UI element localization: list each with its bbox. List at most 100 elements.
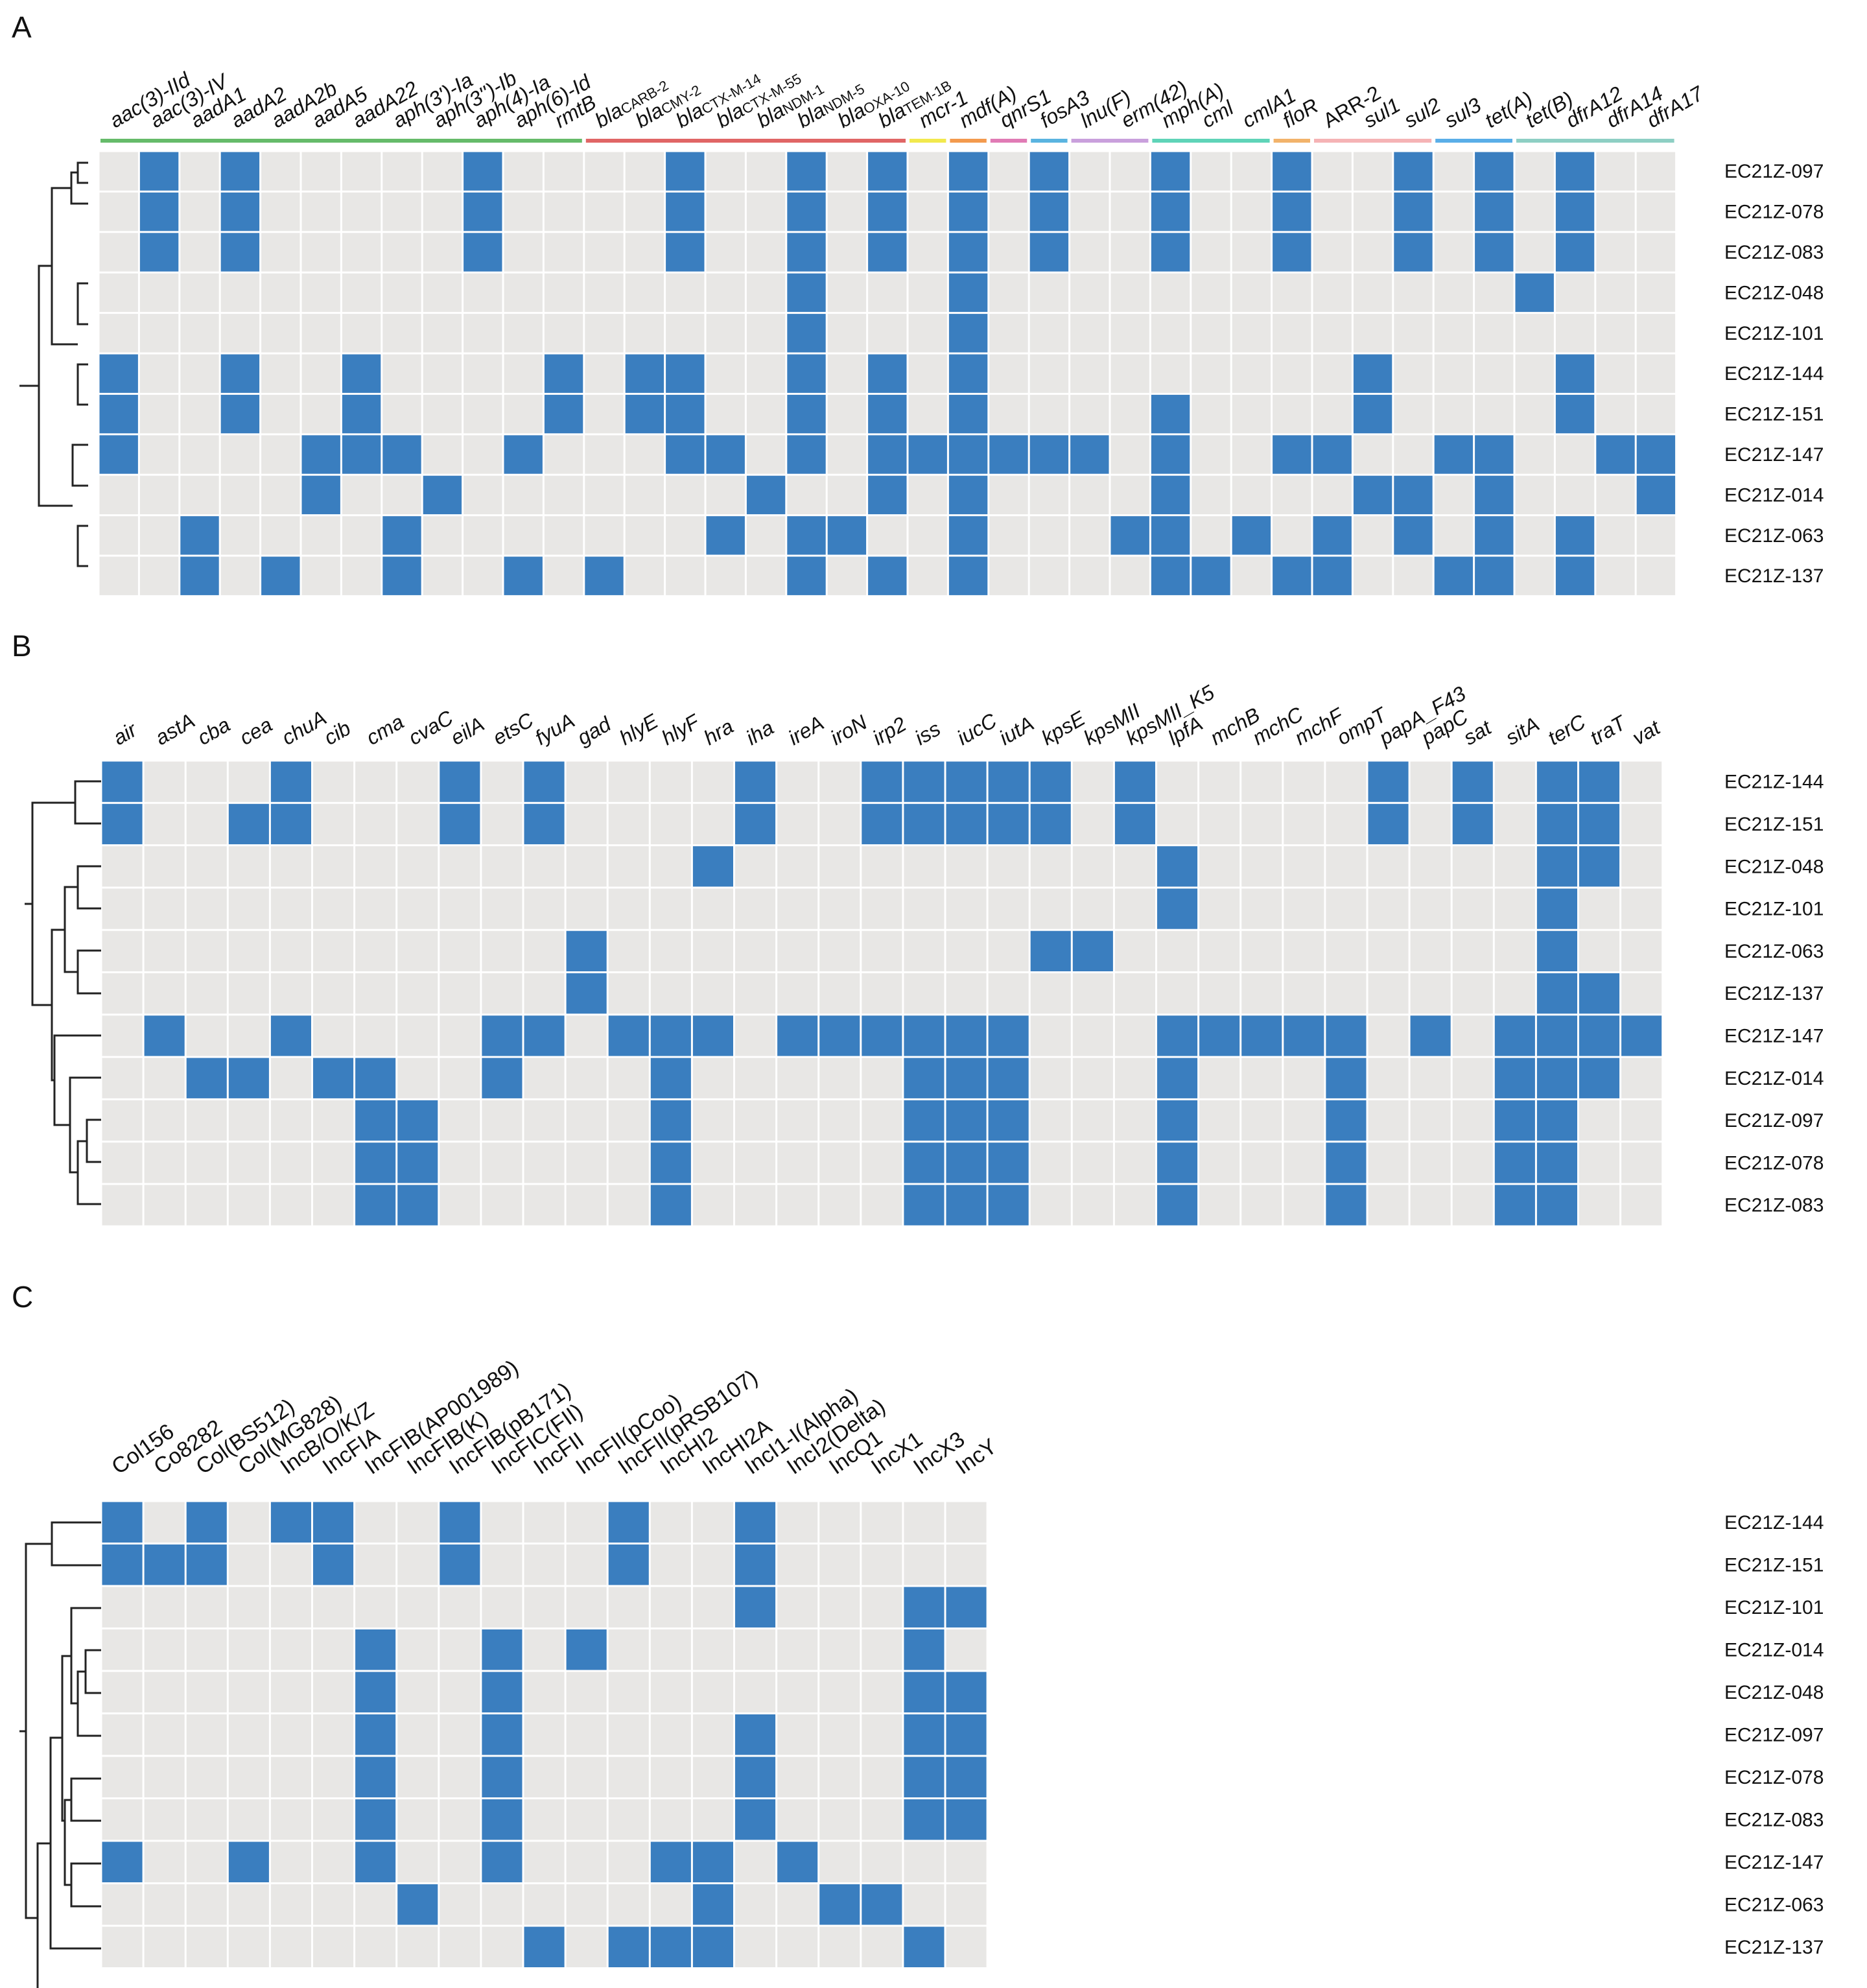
panel-c-cell-r7-c16 — [777, 1799, 818, 1840]
panel-b-cell-r9-c21 — [988, 1142, 1029, 1183]
panel-b-cell-r9-c4 — [270, 1142, 311, 1183]
panel-a-cell-r2-c5 — [301, 233, 340, 272]
panel-b-column-label-text: etsC — [489, 708, 538, 750]
panel-b-cell-r8-c25 — [1157, 1100, 1198, 1141]
panel-a-cell-r10-c37 — [1596, 556, 1635, 595]
panel-b-cell-r8-c35 — [1579, 1100, 1620, 1141]
panel-a-cell-r4-c24 — [1070, 314, 1109, 353]
panel-a-cell-r8-c1 — [139, 475, 179, 515]
panel-a-cell-r8-c5 — [301, 475, 340, 515]
panel-b-cell-r5-c1 — [144, 973, 185, 1014]
panel-b-column-label: hra — [699, 715, 737, 750]
panel-a-cell-r7-c29 — [1273, 435, 1311, 474]
panel-b-cell-r5-c10 — [524, 973, 565, 1014]
panel-c-cell-r3-c2 — [186, 1629, 227, 1670]
panel-a-cell-r4-c5 — [301, 314, 340, 353]
panel-a-cell-r7-c35 — [1515, 435, 1554, 474]
panel-c-cell-r0-c9 — [482, 1502, 523, 1543]
panel-b-cell-r7-c5 — [313, 1058, 354, 1098]
panel-a-cell-r4-c18 — [827, 314, 867, 353]
panel-a-cell-r4-c3 — [220, 314, 260, 353]
panel-a-cells — [99, 152, 1676, 595]
panel-b-cell-r2-c0 — [102, 846, 143, 887]
panel-b-cell-r2-c17 — [819, 846, 860, 887]
panel-b-cell-r6-c26 — [1199, 1015, 1240, 1056]
panel-a-cell-r1-c19 — [868, 192, 907, 231]
panel-b-cell-r10-c3 — [228, 1185, 269, 1225]
panel-b-cell-r10-c30 — [1368, 1185, 1409, 1225]
panel-c-cell-r7-c13 — [650, 1799, 691, 1840]
panel-b-cell-r6-c5 — [313, 1015, 354, 1056]
panel-c-cell-r1-c5 — [313, 1544, 354, 1585]
panel-b-cell-r2-c21 — [988, 846, 1029, 887]
panel-a-cell-r1-c25 — [1110, 192, 1149, 231]
panel-b-cell-r0-c28 — [1284, 761, 1324, 802]
panel-a-cell-r3-c2 — [180, 273, 219, 313]
panel-a-cell-r10-c19 — [868, 556, 907, 595]
panel-c-cell-r2-c8 — [440, 1587, 480, 1627]
panel-b-cell-r7-c24 — [1114, 1058, 1155, 1098]
panel-a-cell-r3-c9 — [464, 273, 502, 313]
panel-b-cell-r4-c5 — [313, 930, 354, 971]
panel-b-cell-r8-c13 — [650, 1100, 691, 1141]
panel-a-cell-r5-c2 — [180, 354, 219, 393]
panel-b-cell-r4-c6 — [355, 930, 396, 971]
panel-b-cell-r1-c27 — [1241, 803, 1282, 845]
panel-b-column-label-text: cma — [362, 710, 408, 750]
panel-a-cell-r7-c22 — [989, 435, 1028, 474]
panel-c-cell-r4-c16 — [777, 1672, 818, 1712]
panel-b-cell-r4-c26 — [1199, 930, 1240, 971]
panel-c-cell-r0-c5 — [313, 1502, 354, 1543]
panel-a-cell-r10-c31 — [1353, 556, 1392, 595]
panel-a-cell-r8-c15 — [706, 475, 745, 515]
panel-c-cell-r5-c6 — [355, 1714, 396, 1755]
panel-c-row-label: EC21Z-147 — [1724, 1852, 1824, 1873]
panel-b-cell-r5-c18 — [862, 973, 902, 1014]
panel-c-row-label: EC21Z-097 — [1724, 1724, 1824, 1745]
panel-b-cell-r2-c10 — [524, 846, 565, 887]
panel-a-cell-r8-c29 — [1273, 475, 1311, 515]
panel-a-cell-r2-c15 — [706, 233, 745, 272]
panel-a-cell-r7-c12 — [585, 435, 624, 474]
panel-b-column-label: fyuA — [531, 709, 578, 750]
panel-b-cell-r8-c15 — [735, 1100, 776, 1141]
panel-c-cell-r3-c0 — [102, 1629, 143, 1670]
panel-b-column-label-text: iucC — [953, 708, 1001, 750]
panel-c-cell-r0-c17 — [819, 1502, 860, 1543]
panel-a-cell-r7-c13 — [625, 435, 664, 474]
panel-a-cell-r9-c30 — [1313, 516, 1352, 555]
panel-b-cell-r5-c24 — [1114, 973, 1155, 1014]
panel-a-cell-r6-c24 — [1070, 394, 1109, 434]
panel-b-cell-r5-c14 — [692, 973, 733, 1014]
panel-a-cell-r8-c11 — [544, 475, 583, 515]
panel-a-cell-r6-c36 — [1555, 394, 1595, 434]
panel-a-cell-r6-c1 — [139, 394, 179, 434]
panel-b-cell-r6-c18 — [862, 1015, 902, 1056]
panel-b-cell-r9-c15 — [735, 1142, 776, 1183]
panel-b-cell-r4-c34 — [1536, 930, 1577, 971]
panel-a-cell-r1-c13 — [625, 192, 664, 231]
panel-a-cell-r6-c18 — [827, 394, 867, 434]
panel-b-cell-r2-c18 — [862, 846, 902, 887]
panel-b-cell-r9-c31 — [1410, 1142, 1451, 1183]
panel-b-cell-r3-c36 — [1621, 888, 1662, 929]
panel-a-cell-r3-c35 — [1515, 273, 1554, 313]
panel-b-cell-r2-c32 — [1452, 846, 1493, 887]
panel-a-cell-r2-c1 — [139, 233, 179, 272]
panel-a-cell-r5-c31 — [1353, 354, 1392, 393]
panel-a-cell-r10-c14 — [666, 556, 705, 595]
panel-a-column-labels: aac(3)-IIdaac(3)-IVaadA1aadA2aadA2baadA5… — [106, 66, 1708, 132]
panel-a-column-label-text: sul2 — [1400, 93, 1445, 132]
panel-b-cell-r5-c33 — [1494, 973, 1535, 1014]
panel-a-cell-r7-c8 — [423, 435, 462, 474]
panel-b-cell-r6-c19 — [904, 1015, 945, 1056]
panel-b-cell-r4-c24 — [1114, 930, 1155, 971]
panel-c-cell-r4-c11 — [566, 1672, 607, 1712]
panel-b-cell-r4-c2 — [186, 930, 227, 971]
panel-a-row-label: EC21Z-147 — [1724, 444, 1824, 466]
panel-a-cell-r1-c3 — [220, 192, 260, 231]
panel-a-cell-r8-c21 — [948, 475, 988, 515]
panel-c-cell-r9-c5 — [313, 1884, 354, 1925]
panel-b-cell-r8-c36 — [1621, 1100, 1662, 1141]
panel-b-cell-r7-c10 — [524, 1058, 565, 1098]
